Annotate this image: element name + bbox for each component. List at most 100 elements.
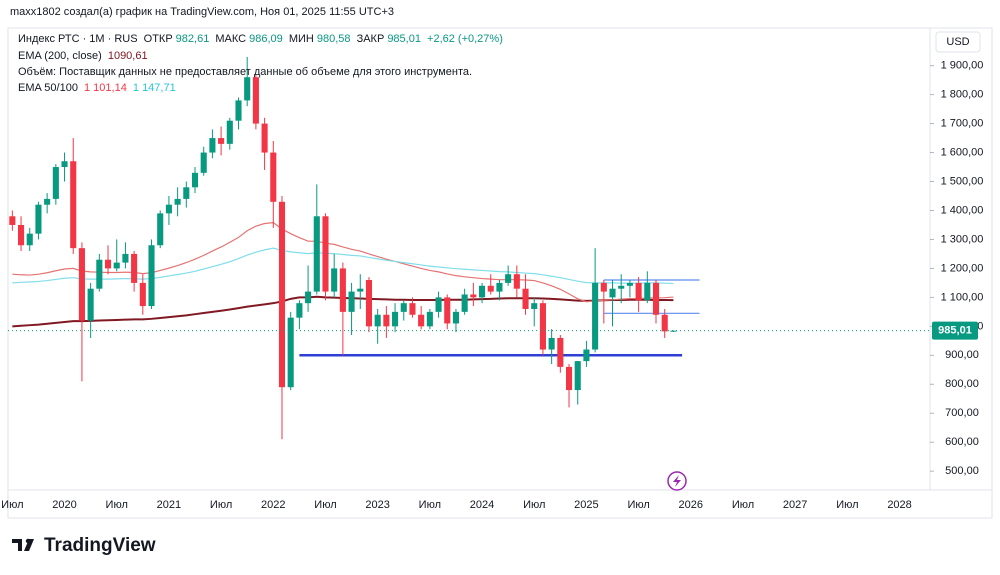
candle-body — [661, 314, 668, 332]
candle-body — [505, 274, 512, 283]
candle-body — [35, 204, 42, 234]
ema-line — [12, 247, 674, 285]
ema-line — [12, 222, 674, 303]
candle-body — [583, 349, 590, 362]
candle-body — [365, 280, 373, 327]
x-tick-label: 2028 — [887, 499, 911, 511]
y-tick-label: 700,00 — [945, 407, 979, 419]
candle-body — [331, 268, 338, 292]
symbol: Индекс РТС · 1M · RUS — [18, 33, 138, 45]
candle-body — [70, 161, 77, 249]
value: 980,58 — [316, 33, 351, 45]
candle-body — [609, 288, 616, 298]
candle-body — [626, 282, 633, 286]
candle-body — [252, 77, 259, 124]
candle-body — [148, 245, 155, 307]
candle-body — [670, 330, 677, 332]
candle-body — [52, 167, 59, 199]
x-tick-label: Июл — [627, 499, 649, 511]
logo-dot — [25, 538, 31, 544]
x-tick-label: Июл — [836, 499, 858, 511]
candle-body — [435, 297, 442, 312]
candle-body — [574, 361, 581, 391]
x-tick-label: Июл — [732, 499, 754, 511]
candle-body — [226, 120, 233, 144]
event-icon-bolt — [673, 475, 681, 487]
candle-body — [157, 213, 164, 246]
candle-body — [44, 198, 51, 205]
candle-body — [313, 216, 320, 292]
label: МИН — [288, 33, 314, 45]
candle-body — [218, 138, 225, 144]
frame — [7, 27, 993, 519]
candle-body — [418, 314, 425, 327]
y-tick-label: 1 600,00 — [941, 146, 984, 158]
logo — [12, 538, 34, 551]
candle-body — [61, 161, 68, 168]
candle-body — [104, 259, 112, 269]
candle-body — [635, 282, 642, 301]
y-tick-label: 900,00 — [945, 349, 979, 361]
volume-note: Объём: Поставщик данных не предоставляет… — [18, 66, 475, 78]
x-tick-label: Июл — [106, 499, 128, 511]
candle-body — [270, 152, 277, 202]
x-tick-label: Июл — [314, 499, 336, 511]
candle-body — [487, 285, 494, 292]
candle-body — [557, 337, 564, 367]
indicator-value: 1 101,14 — [84, 82, 127, 94]
candle-body — [18, 224, 25, 246]
candle-body — [357, 288, 364, 292]
y-tick-label: 1 200,00 — [941, 262, 984, 274]
y-tick-label: 600,00 — [945, 436, 979, 448]
x-tick-label: Июл — [523, 499, 545, 511]
candle-body — [600, 282, 607, 292]
candle-body — [513, 274, 520, 289]
last-price-label: 985,01 — [938, 325, 972, 337]
x-tick-label: 2027 — [783, 499, 807, 511]
x-tick-label: 2022 — [261, 499, 285, 511]
author-line: maxx1802 создал(а) график на TradingView… — [10, 6, 397, 18]
candle-body — [496, 282, 503, 292]
candle-body — [426, 311, 433, 327]
candle-body — [9, 216, 16, 225]
currency-button[interactable] — [935, 31, 981, 53]
y-tick-label: 500,00 — [945, 465, 979, 477]
candle-body — [565, 366, 573, 391]
indicator-value: 1090,61 — [107, 50, 148, 62]
candle-body — [400, 303, 407, 312]
label: МАКС — [215, 33, 247, 45]
indicator-value: 1 147,71 — [132, 82, 176, 94]
x-tick-label: Июл — [419, 499, 441, 511]
candle-body — [383, 314, 390, 327]
label: ЗАКР — [356, 33, 385, 45]
candle-body — [479, 285, 486, 298]
y-tick-label: 1 500,00 — [941, 175, 984, 187]
label: ОТКР — [143, 33, 173, 45]
change: +2,62 (+0,27%) — [427, 33, 503, 45]
candle-body — [261, 123, 268, 153]
candle-body — [522, 288, 529, 309]
candle-body — [592, 282, 599, 350]
y-tick-label: 1 700,00 — [941, 117, 984, 129]
candle-body — [183, 187, 190, 199]
candle-body — [209, 138, 216, 153]
candle-body — [278, 201, 286, 388]
candle-body — [113, 262, 120, 269]
candle-body — [531, 303, 538, 309]
author: maxx1802 создал(а) график на TradingView… — [10, 6, 394, 18]
candle-body — [444, 297, 451, 324]
candle-body — [452, 311, 459, 324]
indicator-line: EMA 50/100 1 101,14 1 147,71 — [18, 82, 179, 94]
candle-body — [305, 291, 312, 304]
logo-mark — [12, 539, 34, 551]
candle-body — [165, 204, 172, 214]
y-tick-label: 1 900,00 — [941, 60, 984, 72]
candle-body — [374, 314, 381, 327]
candle-body — [139, 282, 146, 307]
value: 985,01 — [387, 33, 421, 45]
value: 982,61 — [175, 33, 210, 45]
x-tick-label: 2025 — [574, 499, 598, 511]
candle-body — [618, 285, 625, 289]
y-tick-label: 800,00 — [945, 378, 979, 390]
